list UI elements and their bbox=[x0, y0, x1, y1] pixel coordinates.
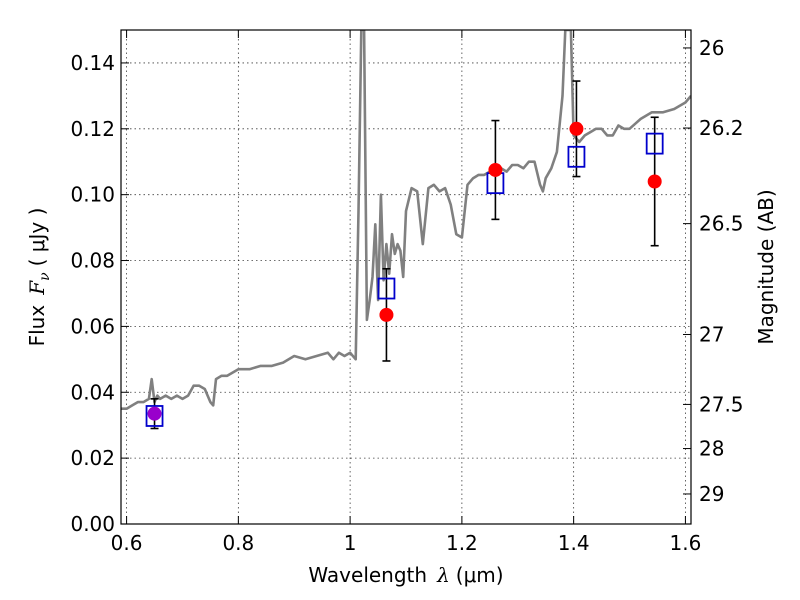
y2-tick-label: 26.5 bbox=[699, 212, 744, 236]
y2-tick-label: 27.5 bbox=[699, 392, 744, 416]
x-tick-label: 1.2 bbox=[446, 531, 478, 555]
observed-point bbox=[647, 174, 662, 189]
y-tick-label: 0.12 bbox=[70, 117, 115, 141]
x-tick-label: 0.8 bbox=[222, 531, 254, 555]
y2-axis-label: Magnitude (AB) bbox=[754, 189, 778, 344]
y-tick-label: 0.04 bbox=[70, 380, 115, 404]
model-point bbox=[645, 132, 664, 155]
x-axis-ticks: 0.6 0.8 1 1.2 1.4 1.6 bbox=[111, 30, 702, 555]
y-tick-label: 0.10 bbox=[70, 183, 115, 207]
y2-tick-label: 26 bbox=[699, 36, 724, 60]
model-point bbox=[567, 145, 586, 168]
spectrum-line bbox=[121, 30, 691, 411]
y2-tick-label: 29 bbox=[699, 482, 724, 506]
y-tick-label: 0.02 bbox=[70, 446, 115, 470]
model-points bbox=[145, 132, 664, 427]
x-tick-label: 1.6 bbox=[670, 531, 702, 555]
y2-tick-label: 27 bbox=[699, 322, 724, 346]
spectrum-series bbox=[121, 30, 691, 411]
model-point bbox=[145, 405, 164, 427]
x-axis-label: Wavelength λ (μm) bbox=[308, 563, 503, 587]
grid-lines bbox=[121, 30, 691, 524]
x-tick-label: 1.4 bbox=[558, 531, 590, 555]
y2-tick-label: 26.2 bbox=[699, 116, 744, 140]
observed-point bbox=[147, 406, 162, 421]
plot-frame bbox=[120, 29, 692, 525]
y-tick-label: 0.08 bbox=[70, 249, 115, 273]
y-axis-label: FluxFν( μJy ) bbox=[25, 208, 53, 347]
x-tick-label: 1 bbox=[344, 531, 357, 555]
y-tick-label: 0.14 bbox=[70, 51, 115, 75]
model-point bbox=[377, 277, 396, 300]
observed-points bbox=[147, 121, 662, 421]
observed-point bbox=[569, 121, 584, 136]
x-tick-label: 0.6 bbox=[111, 531, 143, 555]
y-axis-ticks: 0.00 0.02 0.04 0.06 0.08 0.10 0.12 0.14 bbox=[70, 51, 129, 536]
observed-point bbox=[488, 162, 503, 177]
observed-point bbox=[379, 307, 394, 322]
y2-tick-label: 28 bbox=[699, 437, 724, 461]
y-tick-label: 0.00 bbox=[70, 512, 115, 536]
y-tick-label: 0.06 bbox=[70, 314, 115, 338]
y2-axis-ticks: 26 26.2 26.5 27 27.5 28 29 bbox=[683, 36, 744, 506]
